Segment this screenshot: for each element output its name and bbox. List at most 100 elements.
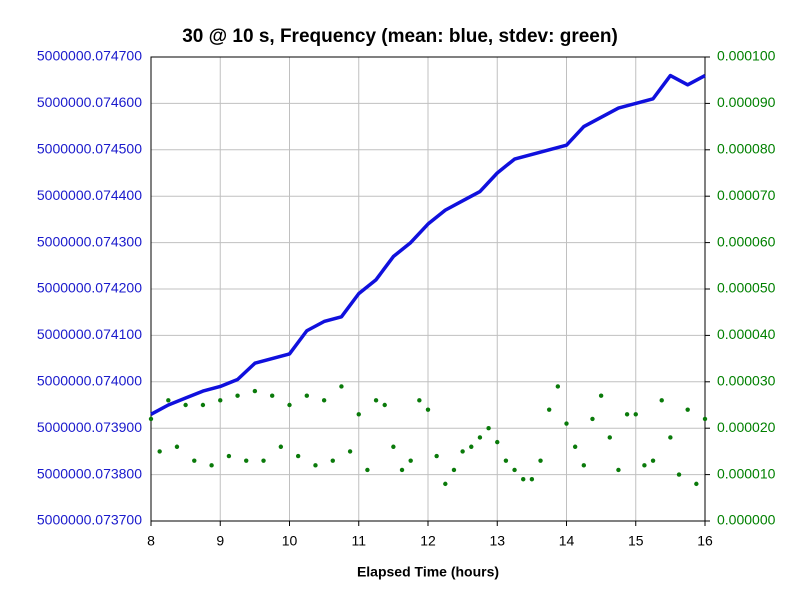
stdev-point (408, 458, 413, 463)
y2-tick-label: 0.000050 (717, 280, 776, 296)
stdev-point (365, 467, 370, 473)
stdev-point (209, 463, 214, 468)
stdev-point (148, 416, 154, 422)
stdev-point (226, 453, 232, 459)
stdev-point (347, 449, 353, 454)
stdev-point (529, 477, 535, 482)
stdev-point (434, 453, 439, 459)
stdev-point (694, 481, 699, 487)
y-tick-label: 5000000.073700 (37, 512, 142, 528)
stdev-point (598, 393, 604, 398)
stdev-point (650, 458, 656, 463)
stdev-point (373, 398, 379, 403)
stdev-point (313, 463, 318, 468)
stdev-point (642, 463, 647, 468)
stdev-point (235, 393, 240, 398)
x-tick-label: 9 (216, 533, 224, 549)
stdev-point (166, 398, 171, 403)
stdev-point (425, 407, 431, 412)
stdev-point (495, 439, 500, 445)
stdev-point (183, 402, 188, 408)
stdev-point (486, 426, 491, 431)
y-tick-label: 5000000.074700 (37, 48, 142, 64)
stdev-point (252, 388, 258, 394)
stdev-point (295, 453, 301, 459)
y2-tick-label: 0.000040 (717, 326, 776, 342)
stdev-point (633, 412, 638, 417)
stdev-point (391, 444, 396, 449)
chart-title: 30 @ 10 s, Frequency (mean: blue, stdev:… (182, 26, 618, 47)
stdev-point (218, 398, 223, 403)
stdev-point (624, 412, 630, 417)
stdev-point (572, 444, 578, 449)
stdev-point (269, 393, 275, 398)
stdev-point (304, 393, 310, 398)
x-tick-label: 15 (628, 533, 644, 549)
stdev-point (659, 398, 664, 403)
x-tick-label: 13 (489, 533, 505, 549)
x-tick-label: 8 (147, 533, 155, 549)
y-tick-label: 5000000.073900 (37, 419, 142, 435)
stdev-point (676, 472, 682, 477)
stdev-point (321, 398, 327, 403)
x-tick-label: 10 (282, 533, 298, 549)
stdev-point (382, 402, 387, 408)
y-tick-label: 5000000.073800 (37, 465, 142, 481)
y2-tick-label: 0.000000 (717, 512, 776, 528)
stdev-point (607, 435, 612, 440)
y-tick-label: 5000000.074300 (37, 233, 142, 249)
stdev-point (339, 384, 344, 389)
stdev-point (399, 467, 405, 473)
plot-frame (150, 56, 706, 522)
y-tick-label: 5000000.074400 (37, 187, 142, 203)
stdev-point (581, 463, 587, 468)
y2-tick-label: 0.000020 (717, 419, 776, 435)
y-tick-label: 5000000.074200 (37, 280, 142, 296)
stdev-point (521, 477, 526, 482)
x-tick-label: 14 (559, 533, 575, 549)
stdev-point (555, 384, 561, 389)
y-tick-label: 5000000.074100 (37, 326, 142, 342)
stdev-point (685, 407, 690, 412)
y2-tick-label: 0.000090 (717, 94, 776, 110)
stdev-point (590, 416, 595, 422)
stdev-point (192, 458, 197, 463)
stdev-point (564, 421, 569, 426)
y2-tick-label: 0.000080 (717, 141, 776, 157)
stdev-point (616, 467, 621, 473)
stdev-point (702, 416, 708, 422)
stdev-point (174, 444, 180, 449)
y-tick-label: 5000000.074000 (37, 373, 142, 389)
stdev-point (503, 458, 509, 463)
x-tick-label: 16 (697, 533, 713, 549)
y-tick-label: 5000000.074500 (37, 141, 142, 157)
x-tick-label: 12 (420, 533, 436, 549)
x-tick-label: 11 (351, 533, 366, 549)
stdev-point (330, 458, 335, 463)
y-tick-label: 5000000.074600 (37, 94, 142, 110)
y2-tick-label: 0.000030 (717, 373, 776, 389)
stdev-point (287, 402, 292, 408)
stdev-point (278, 444, 284, 449)
mean-line (150, 73, 706, 416)
stdev-point (157, 449, 162, 454)
y2-tick-label: 0.000100 (717, 48, 776, 64)
y2-tick-label: 0.000060 (717, 233, 776, 249)
stdev-point (538, 458, 543, 463)
stdev-point (477, 435, 483, 440)
stdev-point (417, 398, 422, 403)
y2-tick-label: 0.000070 (717, 187, 776, 203)
y2-tick-label: 0.000010 (717, 465, 776, 481)
stdev-point (200, 402, 206, 408)
stdev-point (546, 407, 552, 412)
stdev-point (512, 467, 517, 473)
x-axis-label: Elapsed Time (hours) (357, 564, 499, 580)
stdev-point (261, 458, 266, 463)
stdev-point (668, 435, 673, 440)
stdev-point (469, 444, 474, 449)
stdev-point (356, 412, 361, 417)
stdev-point (460, 449, 465, 454)
stdev-point (244, 458, 249, 463)
stdev-point (451, 467, 457, 473)
